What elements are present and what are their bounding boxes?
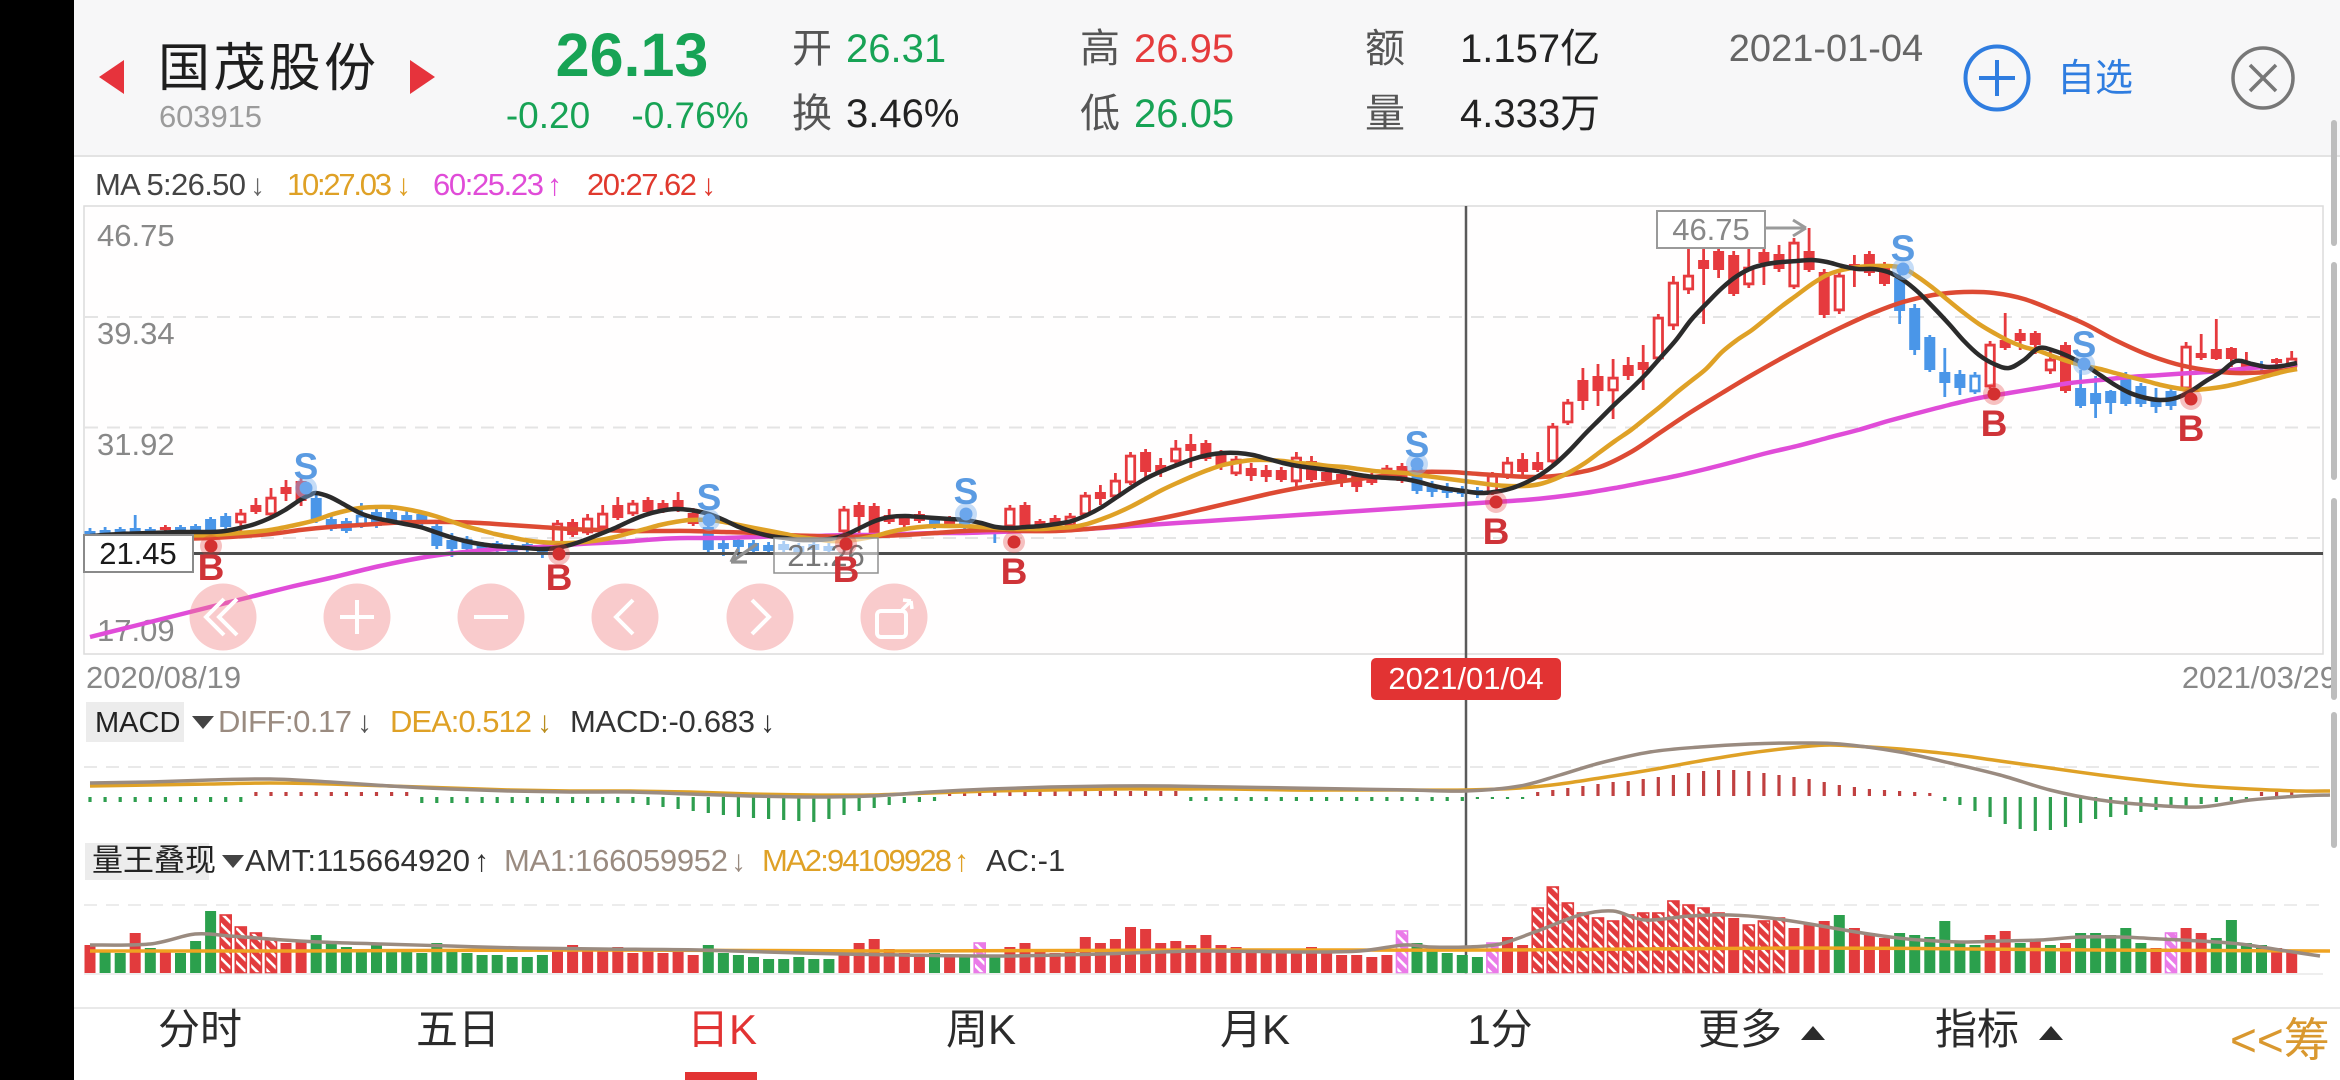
- svg-text:MACD:-0.683: MACD:-0.683: [570, 704, 755, 739]
- svg-text:↓: ↓: [731, 845, 746, 878]
- svg-text:MA 5:26.50: MA 5:26.50: [95, 167, 246, 202]
- svg-text:S: S: [1891, 228, 1916, 269]
- svg-text:46.75: 46.75: [97, 218, 175, 253]
- svg-text:五日: 五日: [416, 1006, 500, 1053]
- svg-text:AC:-1: AC:-1: [986, 843, 1065, 878]
- svg-text:↑: ↑: [954, 845, 969, 878]
- svg-text:B: B: [833, 549, 860, 590]
- svg-text:↓: ↓: [760, 706, 775, 739]
- svg-text:DEA:0.512: DEA:0.512: [390, 704, 532, 739]
- svg-text:20:27.62: 20:27.62: [587, 167, 697, 202]
- svg-text:高: 高: [1080, 27, 1120, 71]
- svg-text:S: S: [2072, 324, 2097, 365]
- svg-text:-0.76%: -0.76%: [631, 95, 748, 136]
- svg-text:39.34: 39.34: [97, 316, 175, 351]
- svg-text:26.31: 26.31: [846, 27, 946, 71]
- svg-text:-0.20: -0.20: [506, 95, 590, 136]
- svg-text:S: S: [954, 471, 979, 512]
- svg-text:换: 换: [792, 92, 832, 136]
- svg-text:更多: 更多: [1698, 1006, 1782, 1053]
- svg-text:周K: 周K: [946, 1006, 1016, 1053]
- svg-text:2021/01/04: 2021/01/04: [1388, 661, 1543, 696]
- svg-text:↓: ↓: [537, 706, 552, 739]
- svg-text:↑: ↑: [547, 169, 562, 202]
- svg-text:额: 额: [1365, 27, 1405, 71]
- svg-text:B: B: [1483, 511, 1510, 552]
- svg-text:1.157亿: 1.157亿: [1460, 27, 1600, 71]
- svg-text:MA2:94109928: MA2:94109928: [762, 843, 952, 878]
- svg-text:B: B: [2178, 408, 2205, 449]
- svg-text:↓: ↓: [250, 169, 265, 202]
- svg-text:分时: 分时: [158, 1006, 242, 1053]
- svg-text:MA1:166059952: MA1:166059952: [504, 843, 728, 878]
- svg-text:2021/03/29: 2021/03/29: [2182, 660, 2337, 695]
- svg-text:3.46%: 3.46%: [846, 92, 959, 136]
- svg-text:↓: ↓: [396, 169, 411, 202]
- svg-text:2020/08/19: 2020/08/19: [86, 660, 241, 695]
- svg-text:DIFF:0.17: DIFF:0.17: [218, 704, 352, 739]
- svg-text:MACD: MACD: [95, 707, 180, 739]
- svg-text:26.13: 26.13: [556, 21, 709, 89]
- svg-text:量: 量: [1365, 92, 1405, 136]
- svg-text:开: 开: [792, 27, 832, 71]
- svg-text:60:25.23: 60:25.23: [433, 167, 544, 202]
- svg-text:4.333万: 4.333万: [1460, 92, 1600, 136]
- svg-text:S: S: [294, 446, 319, 487]
- svg-text:26.95: 26.95: [1134, 27, 1234, 71]
- svg-text:21.45: 21.45: [99, 536, 177, 571]
- svg-text:B: B: [198, 547, 225, 588]
- svg-text:月K: 月K: [1220, 1006, 1290, 1053]
- svg-text:31.92: 31.92: [97, 427, 175, 462]
- svg-text:S: S: [1405, 424, 1430, 465]
- svg-text:B: B: [1981, 403, 2008, 444]
- svg-text:26.05: 26.05: [1134, 92, 1234, 136]
- svg-text:↑: ↑: [474, 845, 489, 878]
- svg-text:10:27.03: 10:27.03: [287, 167, 392, 202]
- svg-text:<<筹: <<筹: [2230, 1014, 2330, 1066]
- svg-text:自选: 自选: [2057, 58, 2133, 100]
- svg-text:1分: 1分: [1467, 1006, 1532, 1053]
- svg-text:S: S: [697, 477, 722, 518]
- svg-text:603915: 603915: [159, 99, 262, 134]
- svg-text:指标: 指标: [1935, 1006, 2019, 1053]
- svg-text:2021-01-04: 2021-01-04: [1729, 28, 1923, 70]
- svg-text:低: 低: [1080, 92, 1120, 136]
- svg-text:↓: ↓: [357, 706, 372, 739]
- svg-text:B: B: [1001, 551, 1028, 592]
- svg-text:B: B: [546, 557, 573, 598]
- svg-text:量王叠现: 量王叠现: [92, 843, 216, 878]
- svg-text:AMT:115664920: AMT:115664920: [245, 843, 470, 878]
- svg-text:日K: 日K: [687, 1006, 757, 1053]
- svg-text:46.75: 46.75: [1672, 212, 1750, 247]
- svg-text:↓: ↓: [701, 169, 716, 202]
